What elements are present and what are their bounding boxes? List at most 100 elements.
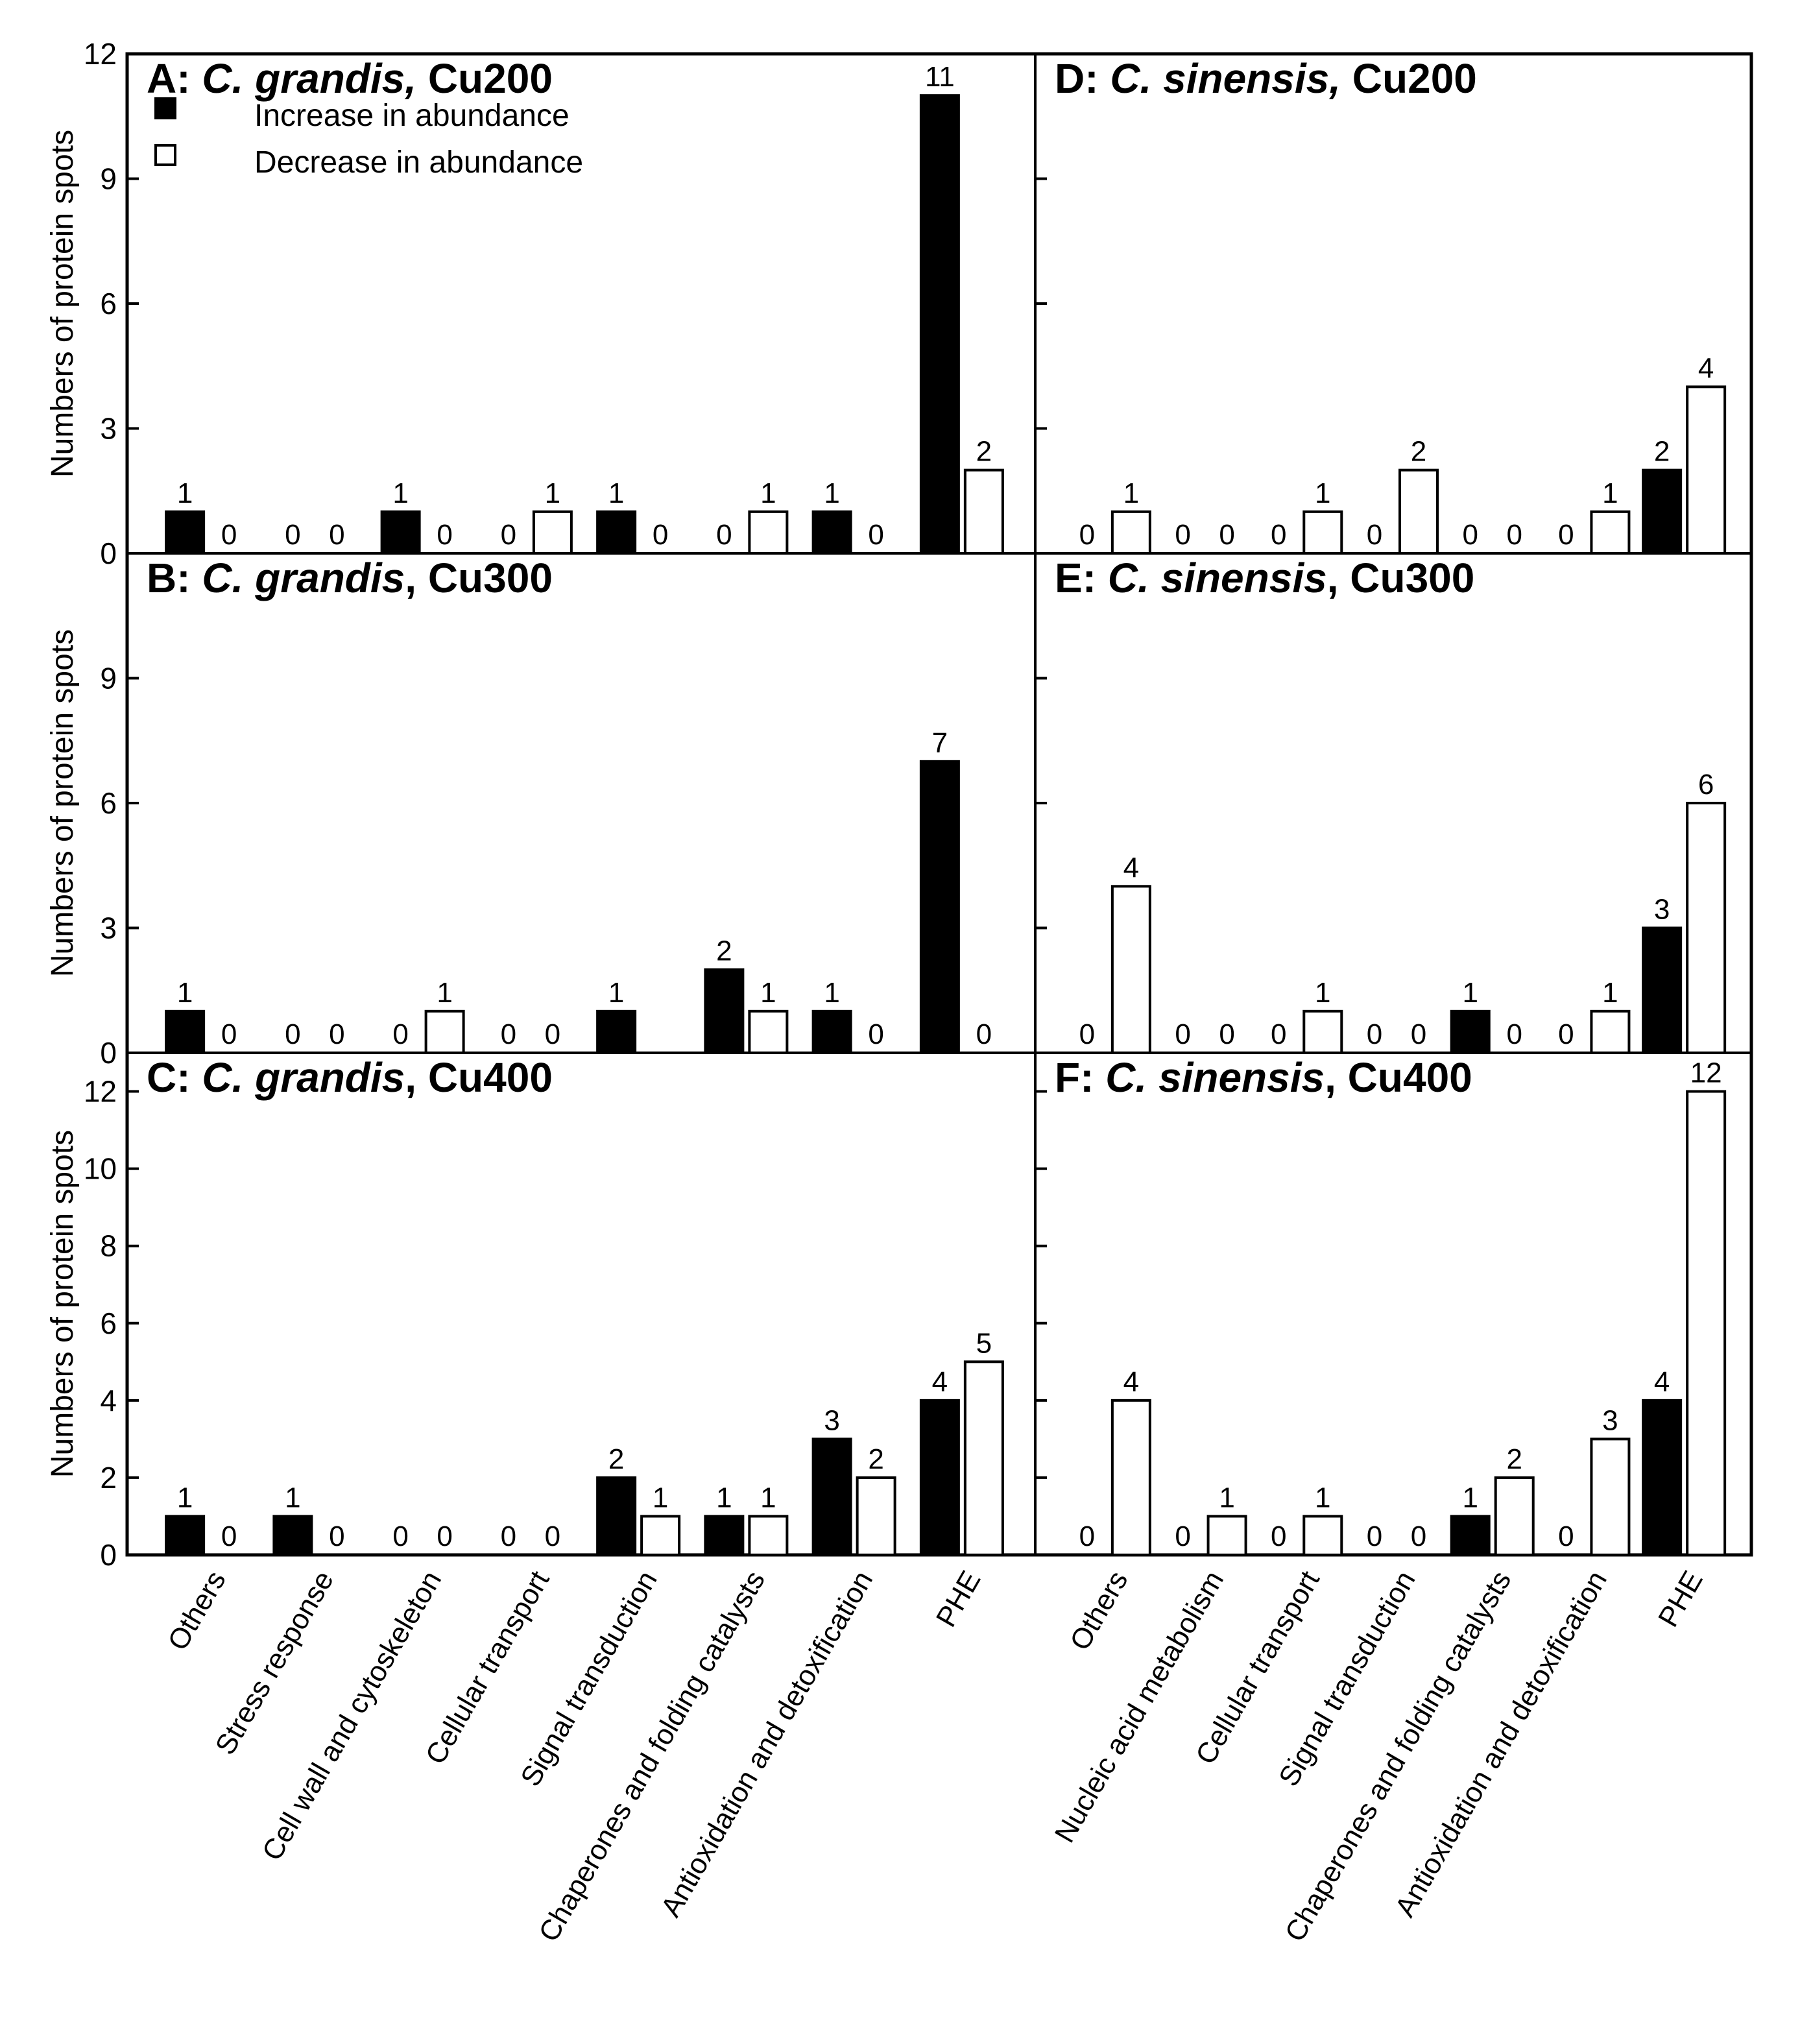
- data-label: 1: [1602, 477, 1618, 509]
- bar-increase: [919, 1399, 960, 1557]
- data-label: 7: [932, 727, 948, 759]
- data-label: 0: [329, 1018, 344, 1050]
- bar-increase: [596, 1009, 637, 1055]
- data-label: 1: [824, 477, 839, 509]
- y-tick-label: 0: [100, 1538, 117, 1572]
- data-label: 1: [437, 977, 452, 1009]
- bar-decrease: [1110, 885, 1151, 1055]
- bar-decrease: [1302, 1009, 1343, 1055]
- data-label: 0: [1558, 1018, 1574, 1050]
- data-label: 0: [285, 519, 300, 551]
- bar-decrease: [748, 1009, 789, 1055]
- bar-increase: [380, 510, 421, 555]
- bar-decrease: [1494, 1476, 1535, 1557]
- data-label: 4: [932, 1366, 948, 1398]
- data-label: 1: [608, 977, 624, 1009]
- panel-title-prefix: B:: [147, 555, 202, 601]
- data-label: 0: [285, 1018, 300, 1050]
- bar-decrease: [963, 1360, 1004, 1556]
- y-tick-label: 9: [100, 162, 117, 196]
- data-label: 0: [1367, 1018, 1382, 1050]
- bar-decrease: [1206, 1515, 1247, 1556]
- data-label: 0: [501, 1521, 516, 1552]
- data-label: 0: [221, 1018, 237, 1050]
- bar-decrease: [1686, 802, 1727, 1054]
- category-label: Chaperones and folding catalysts: [533, 1566, 771, 1947]
- data-label: 1: [608, 477, 624, 509]
- data-label: 0: [976, 1018, 992, 1050]
- data-label: 0: [329, 1521, 344, 1552]
- panel-title: B: C. grandis, Cu300: [147, 555, 553, 601]
- data-label: 3: [1654, 894, 1670, 926]
- data-label: 0: [1271, 519, 1286, 551]
- y-tick-label: 3: [100, 412, 117, 446]
- data-label: 12: [1690, 1057, 1722, 1089]
- category-label: PHE: [930, 1566, 987, 1633]
- y-tick-label: 9: [100, 662, 117, 695]
- data-label: 0: [1367, 1521, 1382, 1552]
- panel-title-species: C. sinensis: [1105, 1054, 1325, 1101]
- data-label: 0: [1175, 1018, 1190, 1050]
- panel-title-prefix: F:: [1055, 1054, 1105, 1101]
- panel-title-species: C. grandis: [202, 555, 405, 601]
- bar-decrease: [748, 1515, 789, 1556]
- panel-title-treatment: , Cu300: [1327, 555, 1475, 601]
- data-label: 1: [285, 1482, 300, 1513]
- bar-decrease: [640, 1515, 681, 1556]
- data-label: 0: [221, 1521, 237, 1552]
- data-label: 1: [1123, 477, 1139, 509]
- bar-increase: [1450, 1515, 1491, 1556]
- data-label: 2: [868, 1443, 883, 1475]
- data-label: 1: [716, 1482, 732, 1513]
- data-label: 0: [716, 519, 732, 551]
- data-label: 1: [1315, 977, 1330, 1009]
- bar-decrease: [1110, 510, 1151, 555]
- bar-increase: [1642, 468, 1683, 555]
- panel-title-treatment: , Cu300: [405, 555, 553, 601]
- category-label: Nucleic acid metabolism: [1049, 1566, 1230, 1848]
- bar-decrease: [424, 1009, 465, 1055]
- data-label: 11: [925, 61, 955, 93]
- bar-increase: [165, 1515, 206, 1556]
- data-label: 0: [329, 519, 344, 551]
- data-label: 0: [868, 1018, 883, 1050]
- data-label: 3: [1602, 1404, 1618, 1436]
- data-label: 0: [1079, 1018, 1095, 1050]
- data-label: 1: [824, 977, 839, 1009]
- data-label: 0: [1079, 519, 1095, 551]
- data-label: 1: [545, 477, 560, 509]
- data-label: 0: [501, 1018, 516, 1050]
- bar-decrease: [963, 468, 1004, 555]
- bar-increase: [596, 510, 637, 555]
- y-tick-label: 6: [100, 1306, 117, 1340]
- panel-title: D: C. sinensis, Cu200: [1055, 55, 1477, 102]
- y-tick-label: 3: [100, 911, 117, 945]
- category-label: Stress response: [210, 1566, 340, 1761]
- panel-title-treatment: , Cu400: [1325, 1054, 1472, 1101]
- bar-decrease: [1590, 510, 1631, 555]
- panel-title-species: C. grandis: [202, 1054, 405, 1101]
- panel-title-treatment: , Cu400: [405, 1054, 553, 1101]
- bar-increase: [919, 94, 960, 555]
- bar-decrease: [1590, 1009, 1631, 1055]
- data-label: 0: [1506, 519, 1522, 551]
- y-axis-label: Numbers of protein spots: [45, 1130, 80, 1478]
- bar-increase: [811, 510, 852, 555]
- category-label: Cell wall and cytoskeleton: [256, 1566, 448, 1866]
- bar-decrease: [532, 510, 573, 555]
- y-axis-label: Numbers of protein spots: [45, 130, 80, 477]
- bar-increase: [1642, 926, 1683, 1054]
- panel-title-treatment: Cu200: [416, 55, 553, 102]
- legend-decrease-swatch: [154, 144, 176, 166]
- category-label: PHE: [1652, 1566, 1709, 1633]
- panel-title: A: C. grandis, Cu200: [147, 55, 553, 102]
- panel-title: C: C. grandis, Cu400: [147, 1054, 553, 1101]
- panel-title-species: C. grandis,: [202, 55, 416, 102]
- data-label: 0: [868, 519, 883, 551]
- y-tick-label: 0: [100, 536, 117, 570]
- bar-increase: [811, 1437, 852, 1556]
- data-label: 1: [1462, 1482, 1478, 1513]
